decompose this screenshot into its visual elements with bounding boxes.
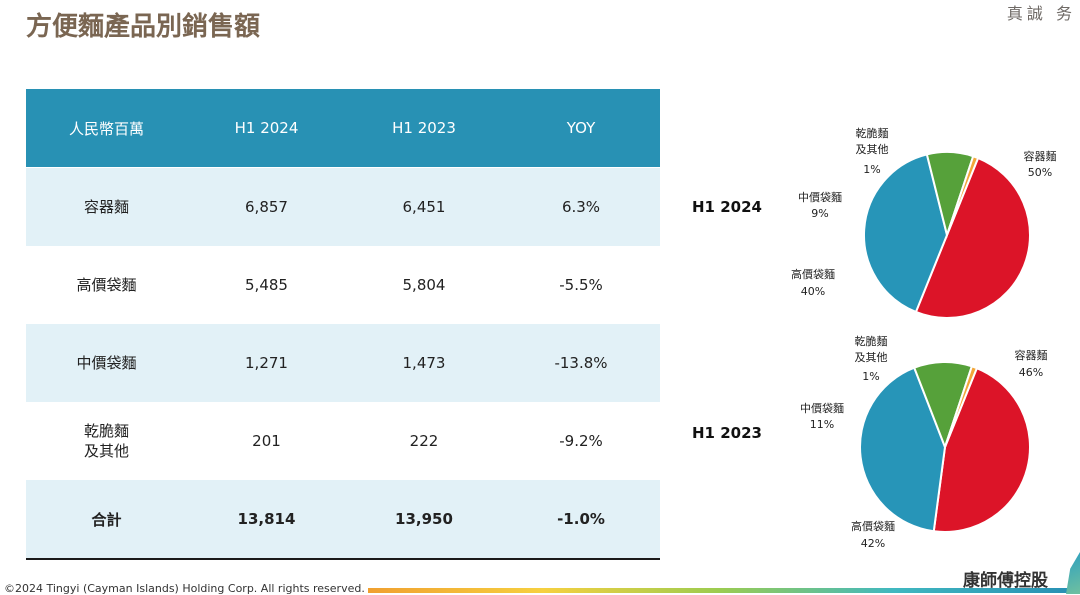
column-header: H1 2024 <box>187 89 346 168</box>
pie-category-label: 高價袋麵 <box>791 267 835 281</box>
pie-category-label: 乾脆麵 <box>855 334 888 348</box>
row-label: 高價袋麵 <box>26 246 187 324</box>
total-label: 合計 <box>26 480 187 560</box>
footer-gradient-bar <box>368 588 1068 593</box>
chart-title-h1-2023: H1 2023 <box>692 424 762 442</box>
pie-category-label: 高價袋麵 <box>851 519 895 533</box>
cell-yoy: -5.5% <box>502 246 660 324</box>
pie-slice-h1-2023-snack <box>944 365 979 448</box>
pie-percent-label: 11% <box>810 418 834 431</box>
table-row: 容器麵 6,857 6,451 6.3% <box>26 167 660 246</box>
table-row: 乾脆麵 及其他 201 222 -9.2% <box>26 402 660 480</box>
cell-yoy: -9.2% <box>502 402 660 480</box>
pie-percent-label: 46% <box>1019 366 1043 379</box>
table-row: 高價袋麵 5,485 5,804 -5.5% <box>26 246 660 324</box>
cell-yoy: 6.3% <box>502 167 660 246</box>
cell-yoy: -13.8% <box>502 324 660 402</box>
pie-category-label: 及其他 <box>856 143 889 156</box>
slogan: 真誠 务 <box>1006 4 1076 23</box>
total-h1-2023: 13,950 <box>346 480 502 560</box>
row-label: 容器麵 <box>26 167 187 246</box>
pie-slice-h1-2024-snack <box>946 154 980 236</box>
pie-category-label: 容器麵 <box>1024 149 1057 163</box>
pie-percent-label: 9% <box>811 207 828 220</box>
pie-slice-h1-2023-container <box>932 366 1031 533</box>
cell-h1-2023: 5,804 <box>346 246 502 324</box>
pie-category-label: 容器麵 <box>1015 348 1048 362</box>
pie-slice-h1-2024-container <box>914 156 1031 319</box>
cell-h1-2024: 201 <box>187 402 346 480</box>
column-header: H1 2023 <box>346 89 502 168</box>
table-header-row: 人民幣百萬 H1 2024 H1 2023 YOY <box>26 89 660 168</box>
pie-percent-label: 50% <box>1028 166 1052 179</box>
total-h1-2024: 13,814 <box>187 480 346 560</box>
pie-category-label: 及其他 <box>855 351 888 364</box>
copyright-text: ©2024 Tingyi (Cayman Islands) Holding Co… <box>4 582 365 595</box>
pie-percent-label: 40% <box>801 285 825 298</box>
page-title: 方便麵產品別銷售額 <box>26 12 261 42</box>
pie-percent-label: 42% <box>861 537 885 550</box>
sales-table: 人民幣百萬 H1 2024 H1 2023 YOY 容器麵 6,857 6,45… <box>26 89 660 560</box>
total-yoy: -1.0% <box>502 480 660 560</box>
column-header: YOY <box>502 89 660 168</box>
pie-percent-label: 1% <box>862 370 879 383</box>
cell-h1-2024: 1,271 <box>187 324 346 402</box>
cell-h1-2023: 1,473 <box>346 324 502 402</box>
table-row: 中價袋麵 1,271 1,473 -13.8% <box>26 324 660 402</box>
pie-category-label: 中價袋麵 <box>800 401 844 415</box>
cell-h1-2023: 6,451 <box>346 167 502 246</box>
pie-slice-h1-2023-premium-bag <box>859 366 947 533</box>
pie-slice-h1-2024-premium-bag <box>863 153 949 314</box>
column-header: 人民幣百萬 <box>26 89 187 168</box>
pie-category-label: 乾脆麵 <box>856 126 889 140</box>
row-label: 中價袋麵 <box>26 324 187 402</box>
cell-h1-2024: 6,857 <box>187 167 346 246</box>
table-total-row: 合計 13,814 13,950 -1.0% <box>26 480 660 560</box>
company-name: 康師傅控股 <box>963 571 1048 591</box>
cell-h1-2024: 5,485 <box>187 246 346 324</box>
pie-category-label: 中價袋麵 <box>798 190 842 204</box>
chart-title-h1-2024: H1 2024 <box>692 198 762 216</box>
pie-percent-label: 1% <box>863 163 880 176</box>
cell-h1-2023: 222 <box>346 402 502 480</box>
row-label: 乾脆麵 及其他 <box>26 402 187 480</box>
